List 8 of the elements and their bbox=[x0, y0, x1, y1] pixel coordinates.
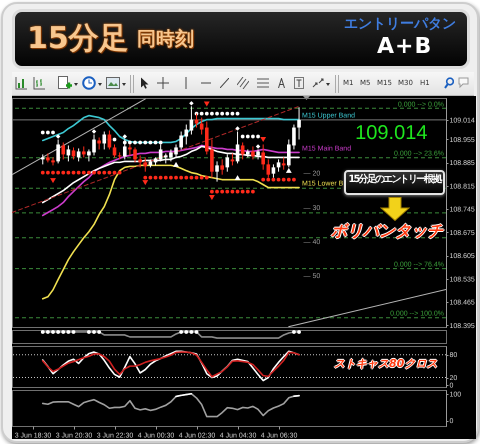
text: A+B bbox=[377, 34, 432, 59]
annotation: 15分足のエントリー根拠 bbox=[347, 174, 442, 186]
text: 15分足 bbox=[27, 20, 129, 58]
annotation: ストキャス80クロス bbox=[334, 357, 438, 371]
annotation: ボリバンタッチ bbox=[331, 221, 443, 240]
annotation: 109.014 bbox=[355, 122, 428, 144]
text: 同時刻 bbox=[137, 27, 194, 52]
text: エントリーパタン bbox=[344, 15, 456, 33]
